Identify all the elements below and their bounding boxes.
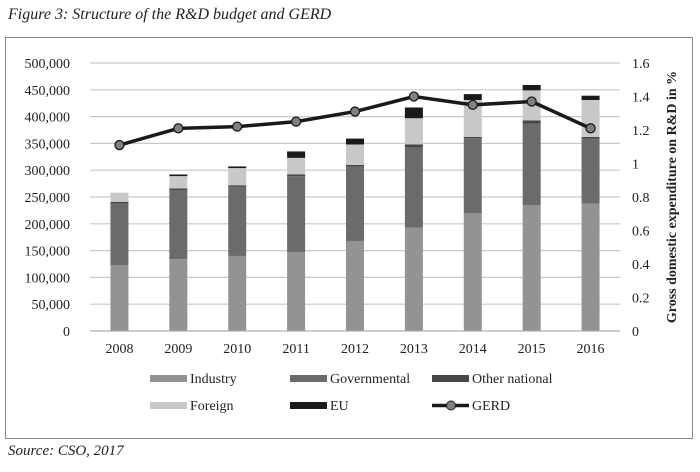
bar-foreign bbox=[463, 99, 482, 137]
bar-foreign bbox=[404, 118, 423, 145]
y-tick-label: 350,000 bbox=[25, 137, 71, 152]
y2-tick-label: 1.4 bbox=[632, 91, 650, 106]
y2-tick-label: 0.6 bbox=[632, 225, 650, 240]
y-tick-label: 400,000 bbox=[25, 111, 71, 126]
bar-other-national bbox=[404, 144, 423, 148]
bar-industry bbox=[346, 240, 364, 331]
bar-eu bbox=[287, 151, 306, 158]
bar-governmental bbox=[522, 123, 541, 206]
y2-tick-label: 0.2 bbox=[632, 292, 650, 307]
y-tick-label: 500,000 bbox=[25, 57, 71, 72]
y2-tick-label: 1 bbox=[632, 158, 639, 173]
bar-other-national bbox=[346, 164, 364, 167]
gerd-point bbox=[408, 91, 420, 102]
bar-governmental bbox=[169, 190, 188, 260]
gerd-point bbox=[290, 116, 302, 127]
legend-label: Governmental bbox=[330, 372, 410, 387]
bar-foreign bbox=[228, 168, 247, 186]
bar-other-national bbox=[463, 136, 482, 139]
y-tick-label: 450,000 bbox=[25, 84, 71, 99]
bar-governmental bbox=[110, 203, 129, 266]
legend-label: Foreign bbox=[190, 399, 234, 414]
bar-eu bbox=[463, 94, 482, 100]
bar-eu bbox=[522, 84, 541, 91]
legend-swatch bbox=[432, 375, 469, 382]
gerd-point bbox=[232, 121, 243, 132]
gerd-point bbox=[349, 106, 361, 117]
bar-governmental bbox=[346, 166, 364, 241]
figure-title: Figure 3: Structure of the R&D budget an… bbox=[8, 6, 332, 23]
bar-other-national bbox=[228, 185, 247, 187]
bar-eu bbox=[404, 107, 423, 119]
y-tick-label: 50,000 bbox=[32, 298, 71, 313]
legend-label: GERD bbox=[472, 399, 510, 414]
x-tick-label: 2016 bbox=[577, 342, 605, 357]
y2-tick-label: 1.2 bbox=[632, 124, 650, 139]
y-tick-label: 150,000 bbox=[25, 245, 71, 260]
legend-label: EU bbox=[330, 399, 349, 414]
x-tick-label: 2009 bbox=[164, 342, 192, 357]
legend-swatch bbox=[150, 375, 187, 382]
source-note: Source: CSO, 2017 bbox=[8, 443, 124, 459]
legend-label: Other national bbox=[472, 372, 553, 387]
legend-swatch bbox=[150, 402, 187, 409]
bar-industry bbox=[522, 205, 541, 331]
bar-eu bbox=[169, 174, 188, 177]
bar-other-national bbox=[581, 136, 600, 139]
bar-governmental bbox=[581, 138, 600, 204]
bar-industry bbox=[404, 227, 423, 331]
bar-industry bbox=[228, 255, 247, 331]
bar-foreign bbox=[110, 192, 129, 202]
y2-tick-label: 0 bbox=[632, 325, 639, 340]
y2-tick-label: 0.8 bbox=[632, 191, 650, 206]
x-tick-label: 2008 bbox=[105, 342, 133, 357]
bar-other-national bbox=[169, 188, 188, 191]
bar-industry bbox=[110, 265, 129, 331]
y2-axis-label: Gross domestic expenditure on R&D in % bbox=[665, 71, 680, 323]
bar-eu bbox=[581, 95, 600, 100]
legend-swatch bbox=[290, 375, 327, 382]
y-tick-label: 100,000 bbox=[25, 271, 71, 286]
y-tick-label: 0 bbox=[63, 325, 70, 340]
x-tick-label: 2013 bbox=[400, 342, 428, 357]
bar-foreign bbox=[287, 157, 306, 175]
y2-tick-label: 0.4 bbox=[632, 258, 650, 273]
bar-industry bbox=[463, 213, 482, 331]
x-tick-label: 2015 bbox=[518, 342, 546, 357]
bar-governmental bbox=[463, 138, 482, 214]
bar-governmental bbox=[228, 186, 247, 256]
y2-tick-label: 1.6 bbox=[632, 57, 650, 72]
gerd-point bbox=[114, 139, 125, 151]
x-tick-label: 2012 bbox=[341, 342, 369, 357]
bar-industry bbox=[287, 252, 306, 331]
x-tick-label: 2010 bbox=[223, 342, 251, 357]
gerd-line bbox=[118, 94, 592, 147]
gerd-point bbox=[467, 99, 478, 111]
bar-eu bbox=[346, 138, 364, 145]
y-tick-label: 250,000 bbox=[25, 191, 71, 206]
y-tick-label: 300,000 bbox=[25, 164, 71, 179]
y-tick-label: 200,000 bbox=[25, 218, 71, 233]
x-tick-label: 2014 bbox=[459, 342, 487, 357]
x-tick-label: 2011 bbox=[282, 342, 309, 357]
legend-label: Industry bbox=[190, 372, 237, 387]
bar-other-national bbox=[287, 174, 306, 177]
gerd-point bbox=[526, 96, 537, 107]
bar-other-national bbox=[110, 201, 129, 204]
chart-frame bbox=[5, 37, 693, 439]
legend-swatch bbox=[290, 402, 327, 409]
gerd-point bbox=[173, 123, 184, 134]
bar-governmental bbox=[404, 147, 423, 228]
bar-foreign bbox=[169, 176, 188, 189]
bar-industry bbox=[169, 259, 188, 331]
gerd-point bbox=[585, 123, 596, 134]
bar-governmental bbox=[287, 176, 306, 253]
bar-other-national bbox=[522, 120, 541, 124]
legend-swatch-marker bbox=[446, 400, 456, 411]
bar-eu bbox=[228, 166, 247, 169]
bar-industry bbox=[581, 203, 600, 331]
bar-foreign bbox=[346, 144, 364, 165]
